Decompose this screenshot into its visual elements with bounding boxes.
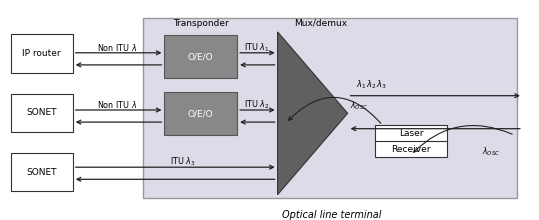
Text: ITU $\lambda_2$: ITU $\lambda_2$ <box>244 98 270 111</box>
Text: Optical line terminal: Optical line terminal <box>282 209 381 220</box>
FancyBboxPatch shape <box>143 18 517 198</box>
Text: Non ITU $\lambda$: Non ITU $\lambda$ <box>98 99 137 110</box>
Text: Mux/demux: Mux/demux <box>294 19 347 28</box>
Text: $\lambda_{OSC}$: $\lambda_{OSC}$ <box>482 146 501 158</box>
Text: O/E/O: O/E/O <box>188 52 213 61</box>
Text: O/E/O: O/E/O <box>188 109 213 118</box>
Text: Non ITU $\lambda$: Non ITU $\lambda$ <box>98 42 137 53</box>
Text: Transponder: Transponder <box>173 19 229 28</box>
FancyBboxPatch shape <box>164 92 237 135</box>
FancyBboxPatch shape <box>11 34 73 73</box>
Polygon shape <box>278 32 348 195</box>
Text: $\lambda_{OSC}$: $\lambda_{OSC}$ <box>350 99 368 112</box>
Text: Receiver: Receiver <box>391 145 431 154</box>
FancyBboxPatch shape <box>11 94 73 132</box>
FancyBboxPatch shape <box>164 35 237 78</box>
FancyBboxPatch shape <box>11 153 73 191</box>
Text: SONET: SONET <box>26 108 57 117</box>
Text: Laser: Laser <box>399 129 423 138</box>
Text: IP router: IP router <box>23 49 61 58</box>
Text: SONET: SONET <box>26 168 57 177</box>
Text: ITU $\lambda_1$: ITU $\lambda_1$ <box>244 41 270 53</box>
Text: $\lambda_1\,\lambda_2\,\lambda_3$: $\lambda_1\,\lambda_2\,\lambda_3$ <box>356 79 388 91</box>
FancyBboxPatch shape <box>375 125 447 157</box>
Text: ITU $\lambda_3$: ITU $\lambda_3$ <box>170 156 196 168</box>
